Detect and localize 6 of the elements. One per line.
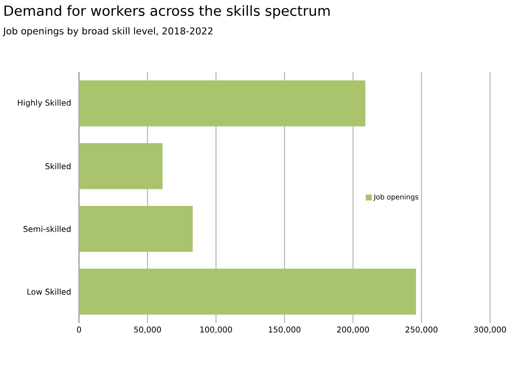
chart-title: Demand for workers across the skills spectrum — [4, 5, 330, 19]
bar — [79, 206, 193, 252]
bar — [79, 143, 163, 190]
bar — [79, 80, 366, 126]
chart-subtitle: Job openings by broad skill level, 2018-2022 — [2, 27, 212, 36]
bar — [79, 268, 416, 315]
